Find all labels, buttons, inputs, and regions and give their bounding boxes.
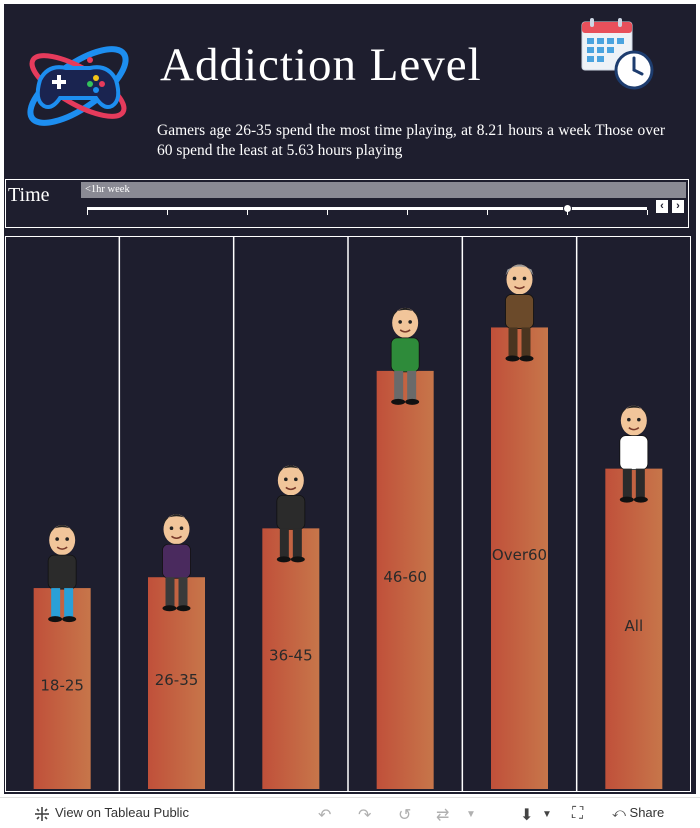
time-slider-tick [327,210,328,215]
bar-46-60[interactable] [376,370,434,789]
character-figure-icon [276,465,306,563]
bar-label: 26-35 [155,671,199,689]
bar-all[interactable] [605,468,663,789]
download-icon[interactable]: ⬇ [520,807,534,824]
bar-label: All [625,617,644,635]
download-dropdown-icon[interactable]: ▼ [542,809,552,820]
time-slider-tick [167,210,168,215]
time-filter-label: Time [8,184,50,206]
share-label: Share [629,805,665,820]
character-figure-icon [619,405,649,503]
bar-label: 18-25 [40,677,84,695]
character-figure-icon [162,514,191,612]
time-slider-tick [647,210,648,215]
bar-36-45[interactable] [262,528,320,789]
time-slider-tick [487,210,488,215]
redo-icon[interactable]: ↷ [358,807,372,824]
time-slider-tick [247,210,248,215]
character-figure-icon [390,307,420,405]
character-figure-icon [47,525,77,623]
time-slider[interactable] [87,204,648,215]
calendar-clock-icon [581,18,654,90]
time-slider-tick [407,210,408,215]
bar-label: 46-60 [383,568,427,586]
page-title: Addiction Level [160,39,482,91]
share-icon: ⤺ [612,805,626,820]
time-slider-tick [87,210,88,215]
gamepad-logo-icon [27,46,129,126]
bar-over60[interactable] [491,327,548,789]
refresh-dropdown-icon[interactable]: ▼ [466,809,476,820]
time-slider-tick [567,210,568,215]
tableau-logo-icon [35,807,49,821]
previous-step-button[interactable]: ‹ [656,200,668,213]
refresh-icon[interactable]: ⇄ [436,807,450,824]
addiction-bar-chart: 18-25 26-35 36-45 46-60 Over60 All [33,236,663,792]
page-subtitle: Gamers age 26-35 spend the most time pla… [157,122,665,159]
share-button[interactable]: ⤺ Share [612,805,664,821]
bar-18-25[interactable] [33,588,91,789]
revert-icon[interactable]: ↺ [398,807,412,824]
bar-26-35[interactable] [148,577,205,789]
undo-icon[interactable]: ↶ [318,807,332,824]
time-filter: Time <1hr week ‹ › [5,179,689,228]
fullscreen-icon[interactable]: ⛶ [572,805,584,822]
next-step-button[interactable]: › [672,200,684,213]
bar-label: 36-45 [269,647,313,665]
time-filter-value[interactable]: <1hr week [81,182,686,198]
character-figure-icon [505,264,534,362]
view-on-tableau-label: View on Tableau Public [55,805,189,820]
bar-label: Over60 [492,546,547,564]
tableau-toolbar: View on Tableau Public ↶ ↷ ↺ ⇄ ▼ ⬇ ▼ ⛶ ⤺… [0,797,700,828]
